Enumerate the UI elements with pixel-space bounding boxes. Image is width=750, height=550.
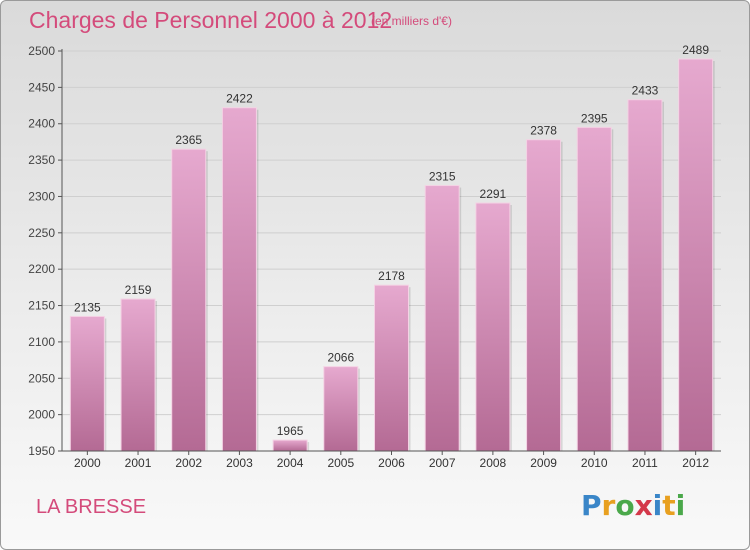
data-label: 2291 [480, 187, 507, 201]
x-tick-label: 2001 [125, 456, 152, 470]
x-tick-label: 2005 [327, 456, 354, 470]
chart-title: Charges de Personnel 2000 à 2012 [29, 7, 393, 33]
proxiti-logo: Proxiti [581, 489, 686, 522]
x-tick-label: 2011 [632, 456, 658, 470]
x-tick-label: 2006 [378, 456, 405, 470]
bar [576, 126, 612, 452]
data-label: 2365 [175, 133, 202, 147]
city-name: LA BRESSE [36, 496, 147, 518]
x-tick-label: 2000 [74, 456, 101, 470]
y-tick-label: 1950 [28, 444, 55, 458]
data-label: 2433 [632, 84, 659, 98]
bar [221, 107, 257, 452]
data-label: 2395 [581, 111, 608, 125]
y-tick-label: 2250 [28, 226, 55, 240]
y-tick-label: 2500 [28, 44, 55, 58]
data-label: 2315 [429, 170, 456, 184]
y-tick-label: 2300 [28, 189, 55, 203]
x-tick-label: 2012 [682, 456, 709, 470]
axes [58, 49, 721, 455]
bar [627, 99, 663, 452]
y-tick-label: 2400 [28, 117, 55, 131]
x-tick-label: 2010 [581, 456, 608, 470]
data-label: 1965 [277, 424, 304, 438]
bar [526, 139, 562, 452]
y-tick-label: 2450 [28, 80, 55, 94]
x-tick-label: 2002 [175, 456, 202, 470]
bar [323, 366, 359, 452]
bar [69, 315, 105, 452]
bars [69, 58, 715, 452]
bar [374, 284, 409, 452]
y-tick-label: 2100 [28, 335, 55, 349]
chart-subtitle: (en milliers d'€) [371, 14, 452, 28]
x-tick-label: 2009 [530, 456, 557, 470]
data-label: 2422 [226, 92, 253, 106]
data-label: 2066 [327, 351, 354, 365]
bar [475, 202, 511, 452]
y-tick-label: 2050 [28, 371, 55, 385]
data-label: 2159 [125, 283, 152, 297]
data-label: 2135 [74, 300, 101, 314]
data-label: 2378 [530, 124, 557, 138]
x-tick-label: 2004 [277, 456, 304, 470]
bar [120, 298, 156, 452]
y-tick-label: 2000 [28, 408, 55, 422]
y-tick-label: 2150 [28, 299, 55, 313]
data-label: 2489 [682, 43, 709, 57]
bar [272, 439, 308, 452]
bar [424, 185, 460, 452]
y-tick-label: 2350 [28, 153, 55, 167]
data-label: 2178 [378, 269, 405, 283]
x-tick-label: 2008 [480, 456, 507, 470]
x-tick-label: 2007 [429, 456, 456, 470]
x-tick-label: 2003 [226, 456, 253, 470]
y-tick-label: 2200 [28, 262, 55, 276]
labels: 1950 2000 2050 2100 2150 2200 2250 2300 2350 2400… [28, 43, 709, 470]
bar [678, 58, 714, 452]
bar [171, 148, 207, 452]
